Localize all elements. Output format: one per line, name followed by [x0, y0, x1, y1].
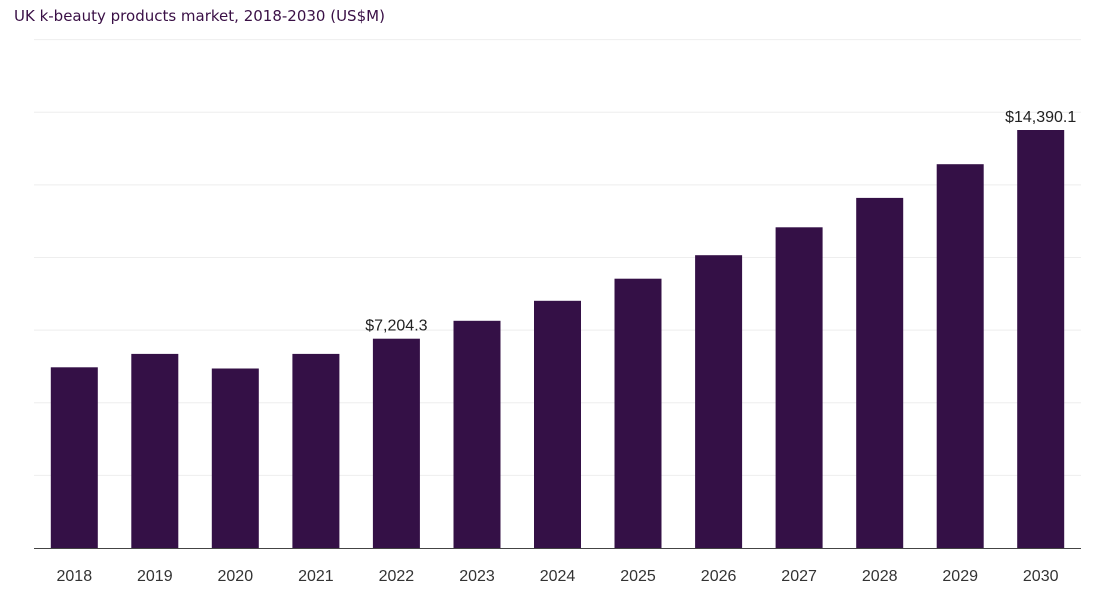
data-label-2022: $7,204.3	[365, 318, 427, 335]
x-tick-label-2021: 2021	[298, 568, 334, 585]
bar-2023	[453, 320, 501, 548]
x-tick-label-2020: 2020	[218, 568, 254, 585]
bar-2024	[534, 300, 581, 548]
bar-2028	[856, 197, 904, 548]
x-tick-label-2026: 2026	[701, 568, 737, 585]
bar-2029	[936, 164, 984, 548]
x-tick-label-2025: 2025	[620, 568, 656, 585]
data-labels: $7,204.3 $14,390.1	[365, 109, 1076, 335]
x-tick-label-2019: 2019	[137, 568, 173, 585]
bar-2019	[131, 353, 179, 548]
x-tick-labels: 2018 2019 2020 2021 2022 2023 2024 2025 2026 2027…	[57, 568, 1059, 585]
x-tick-label-2030: 2030	[1023, 568, 1059, 585]
x-tick-label-2022: 2022	[379, 568, 415, 585]
x-tick-label-2027: 2027	[781, 568, 817, 585]
chart-title: UK k-beauty products market, 2018-2030 (…	[14, 7, 385, 25]
bar-2018	[50, 367, 98, 548]
bars	[50, 130, 1065, 549]
x-tick-label-2023: 2023	[459, 568, 495, 585]
x-tick-label-2018: 2018	[57, 568, 93, 585]
x-tick-label-2029: 2029	[942, 568, 978, 585]
bar-2021	[292, 353, 340, 548]
x-tick-label-2028: 2028	[862, 568, 898, 585]
bar-2020	[211, 368, 259, 548]
bar-2026	[695, 255, 743, 548]
x-tick-label-2024: 2024	[540, 568, 576, 585]
bar-2030	[1017, 130, 1065, 548]
data-label-2030: $14,390.1	[1005, 109, 1076, 126]
bar-2022	[372, 338, 420, 548]
bar-2027	[775, 227, 823, 549]
bar-2025	[614, 278, 662, 548]
